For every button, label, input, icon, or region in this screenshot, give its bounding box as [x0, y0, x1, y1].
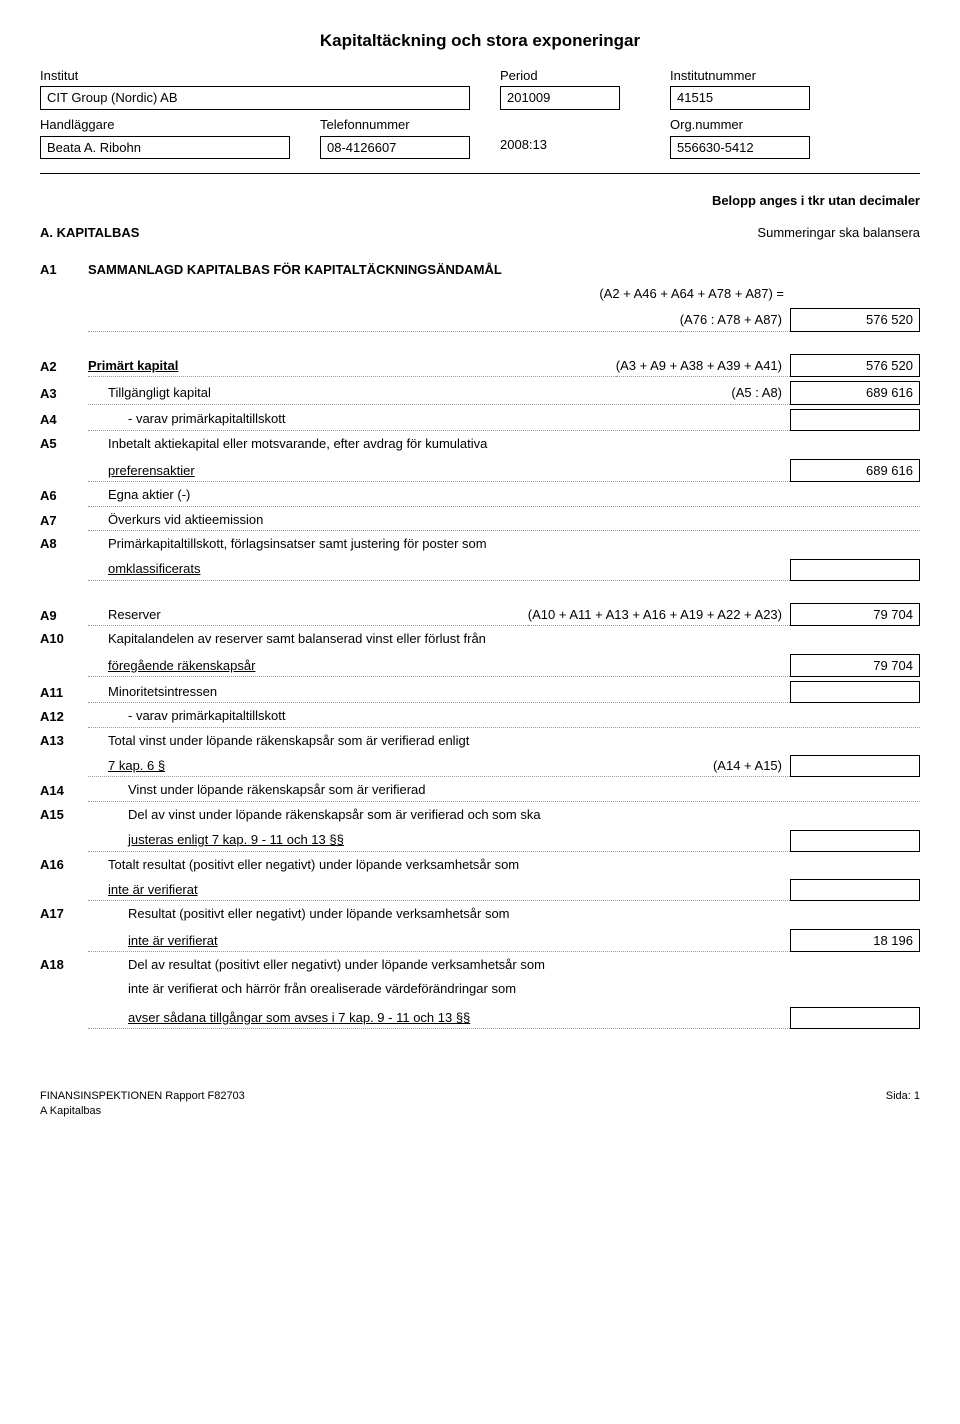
page-title: Kapitaltäckning och stora exponeringar: [40, 30, 920, 53]
a15-label2: justeras enligt 7 kap. 9 - 11 och 13 §§: [128, 832, 344, 847]
label-handlaggare: Handläggare: [40, 116, 320, 134]
label-institutnummer: Institutnummer: [670, 67, 762, 85]
a2-code: A2: [40, 358, 88, 378]
a15-value: [790, 830, 920, 852]
a16-label: Totalt resultat (positivt eller negativt…: [88, 856, 920, 876]
a9-formula: (A10 + A11 + A13 + A16 + A19 + A22 + A23…: [528, 606, 790, 627]
a5-code: A5: [40, 435, 88, 455]
val-period: 201009: [500, 86, 620, 110]
a16-code: A16: [40, 856, 88, 876]
label-institut: Institut: [40, 67, 500, 85]
section-a-code: A. KAPITALBAS: [40, 224, 139, 242]
a4-label: - varav primärkapitaltillskott: [88, 410, 790, 431]
val-handlaggare: Beata A. Ribohn: [40, 136, 290, 160]
a18-label2: inte är verifierat och härrör från oreal…: [88, 980, 920, 1004]
a10-label: Kapitalandelen av reserver samt balanser…: [88, 630, 920, 650]
val-tid: 2008:13: [500, 137, 547, 152]
a17-label: Resultat (positivt eller negativt) under…: [88, 905, 920, 925]
a18-label: Del av resultat (positivt eller negativt…: [88, 956, 920, 976]
a1-value: 576 520: [790, 308, 920, 332]
a13-value: [790, 755, 920, 777]
label-period: Period: [500, 67, 670, 85]
a10-label2: föregående räkenskapsår: [108, 658, 255, 673]
a13-label: Total vinst under löpande räkenskapsår s…: [88, 732, 920, 752]
a5-label: Inbetalt aktiekapital eller motsvarande,…: [88, 435, 920, 455]
a12-code: A12: [40, 708, 88, 728]
a7-label: Överkurs vid aktieemission: [88, 511, 920, 532]
a10-value: 79 704: [790, 654, 920, 678]
a17-label2: inte är verifierat: [128, 933, 218, 948]
a17-value: 18 196: [790, 929, 920, 953]
label-orgnr: Org.nummer: [670, 116, 749, 134]
a11-code: A11: [40, 684, 88, 704]
a8-label2: omklassificerats: [108, 561, 200, 576]
page-footer: FINANSINSPEKTIONEN Rapport F82703 A Kapi…: [40, 1089, 920, 1119]
val-telefon: 08-4126607: [320, 136, 470, 160]
footer-left1: FINANSINSPEKTIONEN Rapport F82703: [40, 1089, 245, 1104]
a12-label: - varav primärkapitaltillskott: [88, 707, 920, 728]
a16-value: [790, 879, 920, 901]
a17-code: A17: [40, 905, 88, 925]
val-orgnr: 556630-5412: [670, 136, 810, 160]
a11-value: [790, 681, 920, 703]
a18-code: A18: [40, 956, 88, 976]
a13-formula: (A14 + A15): [713, 757, 790, 778]
a1-code: A1: [40, 261, 88, 281]
a5-label2: preferensaktier: [108, 463, 195, 478]
a15-code: A15: [40, 806, 88, 826]
a3-formula: (A5 : A8): [731, 384, 790, 405]
a10-code: A10: [40, 630, 88, 650]
a1-formula1: (A2 + A46 + A64 + A78 + A87) =: [88, 285, 790, 305]
label-telefon: Telefonnummer: [320, 116, 670, 134]
a8-label: Primärkapitaltillskott, förlagsinsatser …: [88, 535, 920, 555]
a1-formula2: (A76 : A78 + A87): [680, 311, 790, 332]
a11-label: Minoritetsintressen: [88, 683, 790, 704]
a4-code: A4: [40, 411, 88, 431]
a9-label: Reserver: [88, 606, 528, 627]
a8-code: A8: [40, 535, 88, 555]
a14-label: Vinst under löpande räkenskapsår som är …: [88, 781, 920, 802]
section-a-sub: Summeringar ska balansera: [757, 224, 920, 242]
a6-code: A6: [40, 487, 88, 507]
a14-code: A14: [40, 782, 88, 802]
val-institutnummer: 41515: [670, 86, 810, 110]
divider: [40, 173, 920, 174]
a9-value: 79 704: [790, 603, 920, 627]
a2-value: 576 520: [790, 354, 920, 378]
a3-code: A3: [40, 385, 88, 405]
header-block: Institut Period Institutnummer CIT Group…: [40, 67, 920, 159]
a7-code: A7: [40, 512, 88, 532]
a15-label: Del av vinst under löpande räkenskapsår …: [88, 806, 920, 826]
a2-formula: (A3 + A9 + A38 + A39 + A41): [616, 357, 790, 378]
footer-right: Sida: 1: [886, 1089, 920, 1119]
val-institut: CIT Group (Nordic) AB: [40, 86, 470, 110]
note-decimaler: Belopp anges i tkr utan decimaler: [40, 192, 920, 210]
a4-value: [790, 409, 920, 431]
footer-left2: A Kapitalbas: [40, 1104, 245, 1119]
a1-label: SAMMANLAGD KAPITALBAS FÖR KAPITALTÄCKNIN…: [88, 261, 920, 281]
a18-value: [790, 1007, 920, 1029]
a18-label3: avser sådana tillgångar som avses i 7 ka…: [128, 1010, 470, 1025]
a13-label2: 7 kap. 6 §: [108, 758, 165, 773]
a13-code: A13: [40, 732, 88, 752]
a5-value: 689 616: [790, 459, 920, 483]
a9-code: A9: [40, 607, 88, 627]
a3-label: Tillgängligt kapital: [108, 385, 211, 400]
a3-value: 689 616: [790, 381, 920, 405]
a2-label: Primärt kapital: [88, 358, 178, 373]
a16-label2: inte är verifierat: [108, 882, 198, 897]
a8-value: [790, 559, 920, 581]
a6-label: Egna aktier (-): [88, 486, 920, 507]
